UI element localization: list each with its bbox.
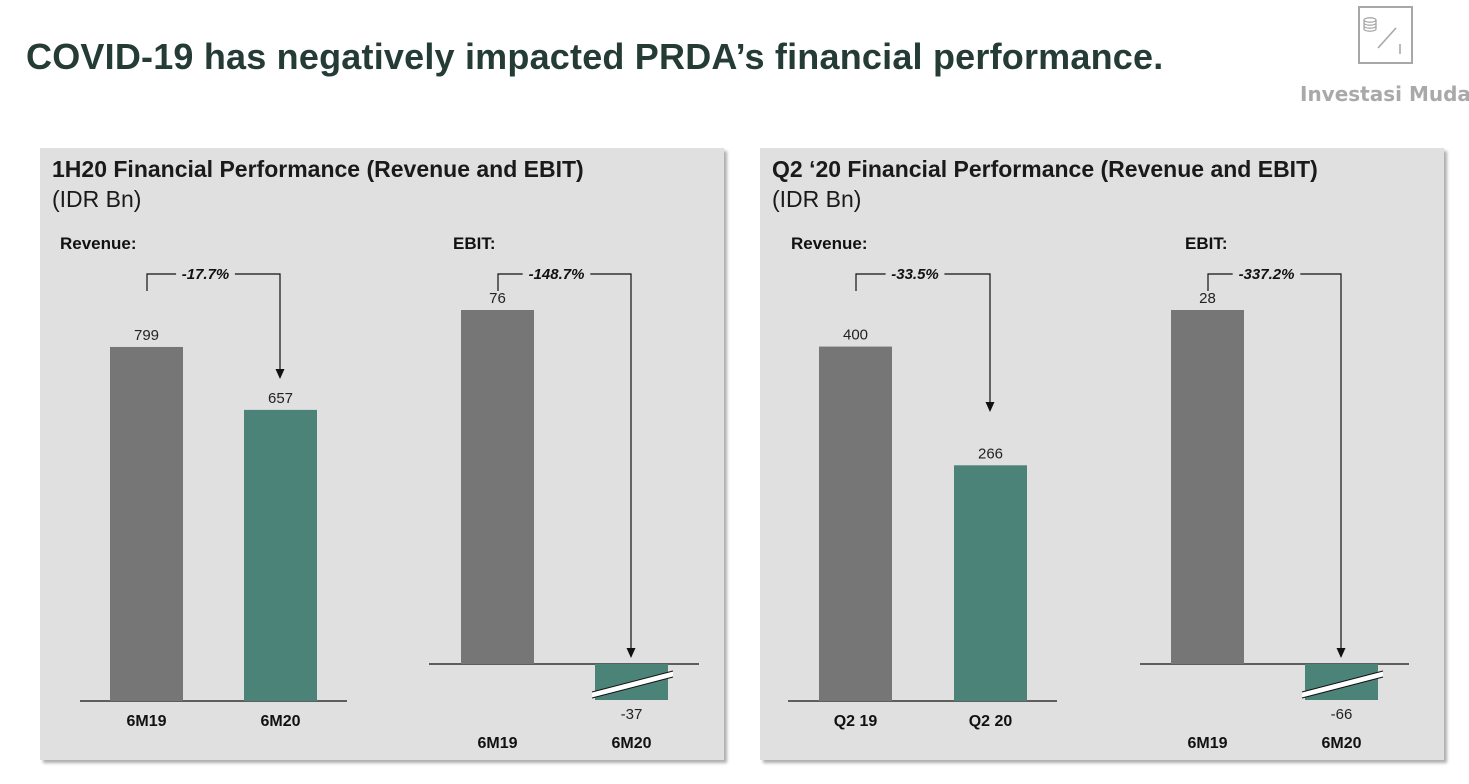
change-label: -148.7% xyxy=(529,266,585,283)
ebit-chart-1h20: 76 6M19 -37 6M20 -148.7% xyxy=(429,265,699,752)
bar xyxy=(954,465,1027,701)
data-label: 400 xyxy=(843,327,868,344)
bar xyxy=(110,346,183,701)
bar xyxy=(244,409,317,701)
arrow-head xyxy=(985,402,995,412)
bar xyxy=(461,310,534,664)
panel-subtitle: (IDR Bn) xyxy=(52,186,142,212)
ebit-label: EBIT: xyxy=(453,234,496,253)
logo: Investasi Mudah xyxy=(1300,4,1469,108)
data-label: -37 xyxy=(621,706,643,723)
change-label-bg xyxy=(176,265,235,283)
axis-break-mark xyxy=(592,671,673,698)
panel-charts: Revenue: EBIT: 799 6M19 657 6M20 -17.7% 76 6M… xyxy=(60,234,699,752)
data-label: 28 xyxy=(1199,290,1216,307)
bar xyxy=(1171,310,1244,664)
revenue-label: Revenue: xyxy=(791,234,868,253)
change-label: -33.5% xyxy=(891,266,939,283)
axis-break-line xyxy=(591,670,674,693)
revenue-label: Revenue: xyxy=(60,234,137,253)
arrow-head xyxy=(626,648,636,658)
ebit-chart-q2: 28 6M19 -66 6M20 -337.2% xyxy=(1140,265,1409,752)
panel-title: Q2 ‘20 Financial Performance (Revenue an… xyxy=(772,156,1318,182)
arrow-head xyxy=(275,369,285,379)
category-label: 6M19 xyxy=(477,735,517,752)
panel-1h20-performance: 1H20 Financial Performance (Revenue and … xyxy=(40,148,724,760)
change-label-bg xyxy=(1232,265,1301,283)
category-label: 6M20 xyxy=(1321,735,1361,752)
change-label-bg xyxy=(885,265,945,283)
panel-charts: Revenue: EBIT: 400 Q2 19 266 Q2 20 -33.5% 28… xyxy=(788,234,1409,752)
data-label: -66 xyxy=(1331,706,1353,723)
category-label: Q2 20 xyxy=(969,713,1013,730)
change-label-bg xyxy=(522,265,591,283)
category-label: 6M20 xyxy=(611,735,651,752)
data-label: 657 xyxy=(268,390,293,407)
revenue-chart-q2: 400 Q2 19 266 Q2 20 -33.5% xyxy=(788,265,1057,730)
category-label: 6M19 xyxy=(126,713,166,730)
panel-subtitle: (IDR Bn) xyxy=(772,186,862,212)
data-label: 266 xyxy=(978,445,1003,462)
change-label: -17.7% xyxy=(182,266,230,283)
data-label: 799 xyxy=(134,327,159,344)
axis-break-line xyxy=(591,676,674,699)
axis-break-line xyxy=(1301,676,1384,699)
panel-title: 1H20 Financial Performance (Revenue and … xyxy=(52,156,584,182)
axis-break-line xyxy=(1301,670,1384,693)
revenue-chart-1h20: 799 6M19 657 6M20 -17.7% xyxy=(80,265,347,730)
coins-chart-icon xyxy=(1358,6,1413,64)
logo-text: Investasi Mudah xyxy=(1300,82,1469,106)
page-title: COVID-19 has negatively impacted PRDA’s … xyxy=(26,36,1164,77)
axis-break-mark xyxy=(1302,671,1383,698)
arrow-head xyxy=(1336,648,1346,658)
change-label: -337.2% xyxy=(1239,266,1295,283)
data-label: 76 xyxy=(489,290,506,307)
panel-q2-performance: Q2 ‘20 Financial Performance (Revenue an… xyxy=(760,148,1444,760)
category-label: 6M19 xyxy=(1187,735,1227,752)
category-label: Q2 19 xyxy=(834,713,878,730)
ebit-label: EBIT: xyxy=(1185,234,1228,253)
category-label: 6M20 xyxy=(260,713,300,730)
bar xyxy=(819,346,892,701)
